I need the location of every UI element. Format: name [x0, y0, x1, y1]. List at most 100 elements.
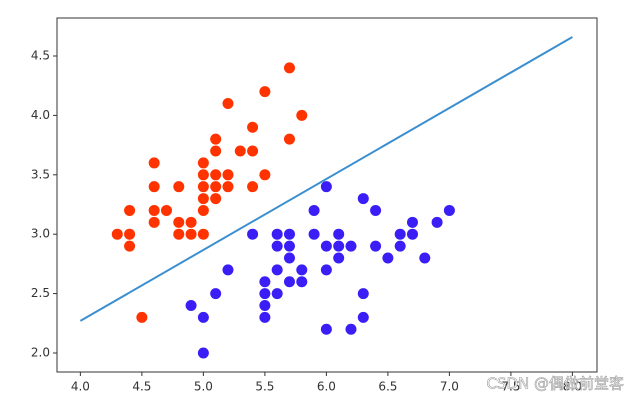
point	[283, 252, 295, 264]
point	[234, 145, 246, 157]
point	[247, 121, 259, 133]
point	[431, 216, 443, 228]
x-tick-label: 7.5	[501, 380, 520, 394]
point	[370, 204, 382, 216]
point	[124, 240, 136, 252]
point	[222, 169, 234, 181]
point	[308, 228, 320, 240]
y-tick-label: 2.0	[31, 345, 50, 359]
point	[197, 311, 209, 323]
point	[111, 228, 123, 240]
point	[197, 193, 209, 205]
point	[185, 228, 197, 240]
point	[259, 288, 271, 300]
point	[333, 228, 345, 240]
point	[345, 323, 357, 335]
point	[197, 347, 209, 359]
watermark: CSDN @偶做前堂客	[486, 375, 624, 393]
point	[210, 193, 222, 205]
axes-frame	[56, 17, 598, 373]
point	[320, 181, 332, 193]
y-tick-label: 4.0	[31, 108, 50, 122]
point	[259, 299, 271, 311]
point	[210, 133, 222, 145]
point	[271, 228, 283, 240]
y-tick-label: 2.5	[31, 286, 50, 300]
point	[357, 311, 369, 323]
point	[419, 252, 431, 264]
point	[173, 181, 185, 193]
point	[308, 204, 320, 216]
point	[357, 288, 369, 300]
x-tick-label: 6.0	[317, 380, 336, 394]
point	[247, 145, 259, 157]
x-tick-label: 4.5	[132, 380, 151, 394]
point	[382, 252, 394, 264]
point	[259, 311, 271, 323]
point	[320, 240, 332, 252]
point	[394, 228, 406, 240]
point	[210, 169, 222, 181]
point	[259, 276, 271, 288]
point	[271, 288, 283, 300]
point	[271, 264, 283, 276]
point	[197, 181, 209, 193]
point	[247, 228, 259, 240]
y-tick-label: 3.5	[31, 167, 50, 181]
point	[296, 276, 308, 288]
point	[173, 228, 185, 240]
point	[406, 216, 418, 228]
point	[296, 109, 308, 121]
point	[210, 145, 222, 157]
x-tick-label: 8.0	[563, 380, 582, 394]
point	[148, 157, 160, 169]
x-tick-label: 6.5	[378, 380, 397, 394]
point	[197, 169, 209, 181]
point	[283, 62, 295, 74]
point	[283, 133, 295, 145]
point	[222, 98, 234, 110]
point	[333, 252, 345, 264]
point	[124, 228, 136, 240]
point	[185, 299, 197, 311]
point	[210, 181, 222, 193]
point	[394, 240, 406, 252]
point	[320, 323, 332, 335]
point	[197, 157, 209, 169]
point	[247, 181, 259, 193]
point	[222, 181, 234, 193]
point	[222, 264, 234, 276]
point	[259, 86, 271, 98]
point	[148, 181, 160, 193]
line	[79, 36, 573, 322]
point	[124, 204, 136, 216]
point	[283, 276, 295, 288]
point	[271, 240, 283, 252]
point	[148, 216, 160, 228]
point	[210, 288, 222, 300]
x-tick-label: 5.5	[255, 380, 274, 394]
point	[259, 169, 271, 181]
point	[185, 216, 197, 228]
point	[160, 204, 172, 216]
point	[197, 204, 209, 216]
point	[333, 240, 345, 252]
point	[197, 228, 209, 240]
point	[357, 193, 369, 205]
point	[283, 228, 295, 240]
point	[283, 240, 295, 252]
point	[443, 204, 455, 216]
point	[296, 264, 308, 276]
x-tick-label: 5.0	[194, 380, 213, 394]
x-tick-label: 4.0	[71, 380, 90, 394]
x-tick-label: 7.0	[440, 380, 459, 394]
point	[136, 311, 148, 323]
y-tick-label: 4.5	[31, 49, 50, 63]
point	[370, 240, 382, 252]
point	[173, 216, 185, 228]
point	[320, 264, 332, 276]
y-tick-label: 3.0	[31, 227, 50, 241]
point	[148, 204, 160, 216]
point	[406, 228, 418, 240]
